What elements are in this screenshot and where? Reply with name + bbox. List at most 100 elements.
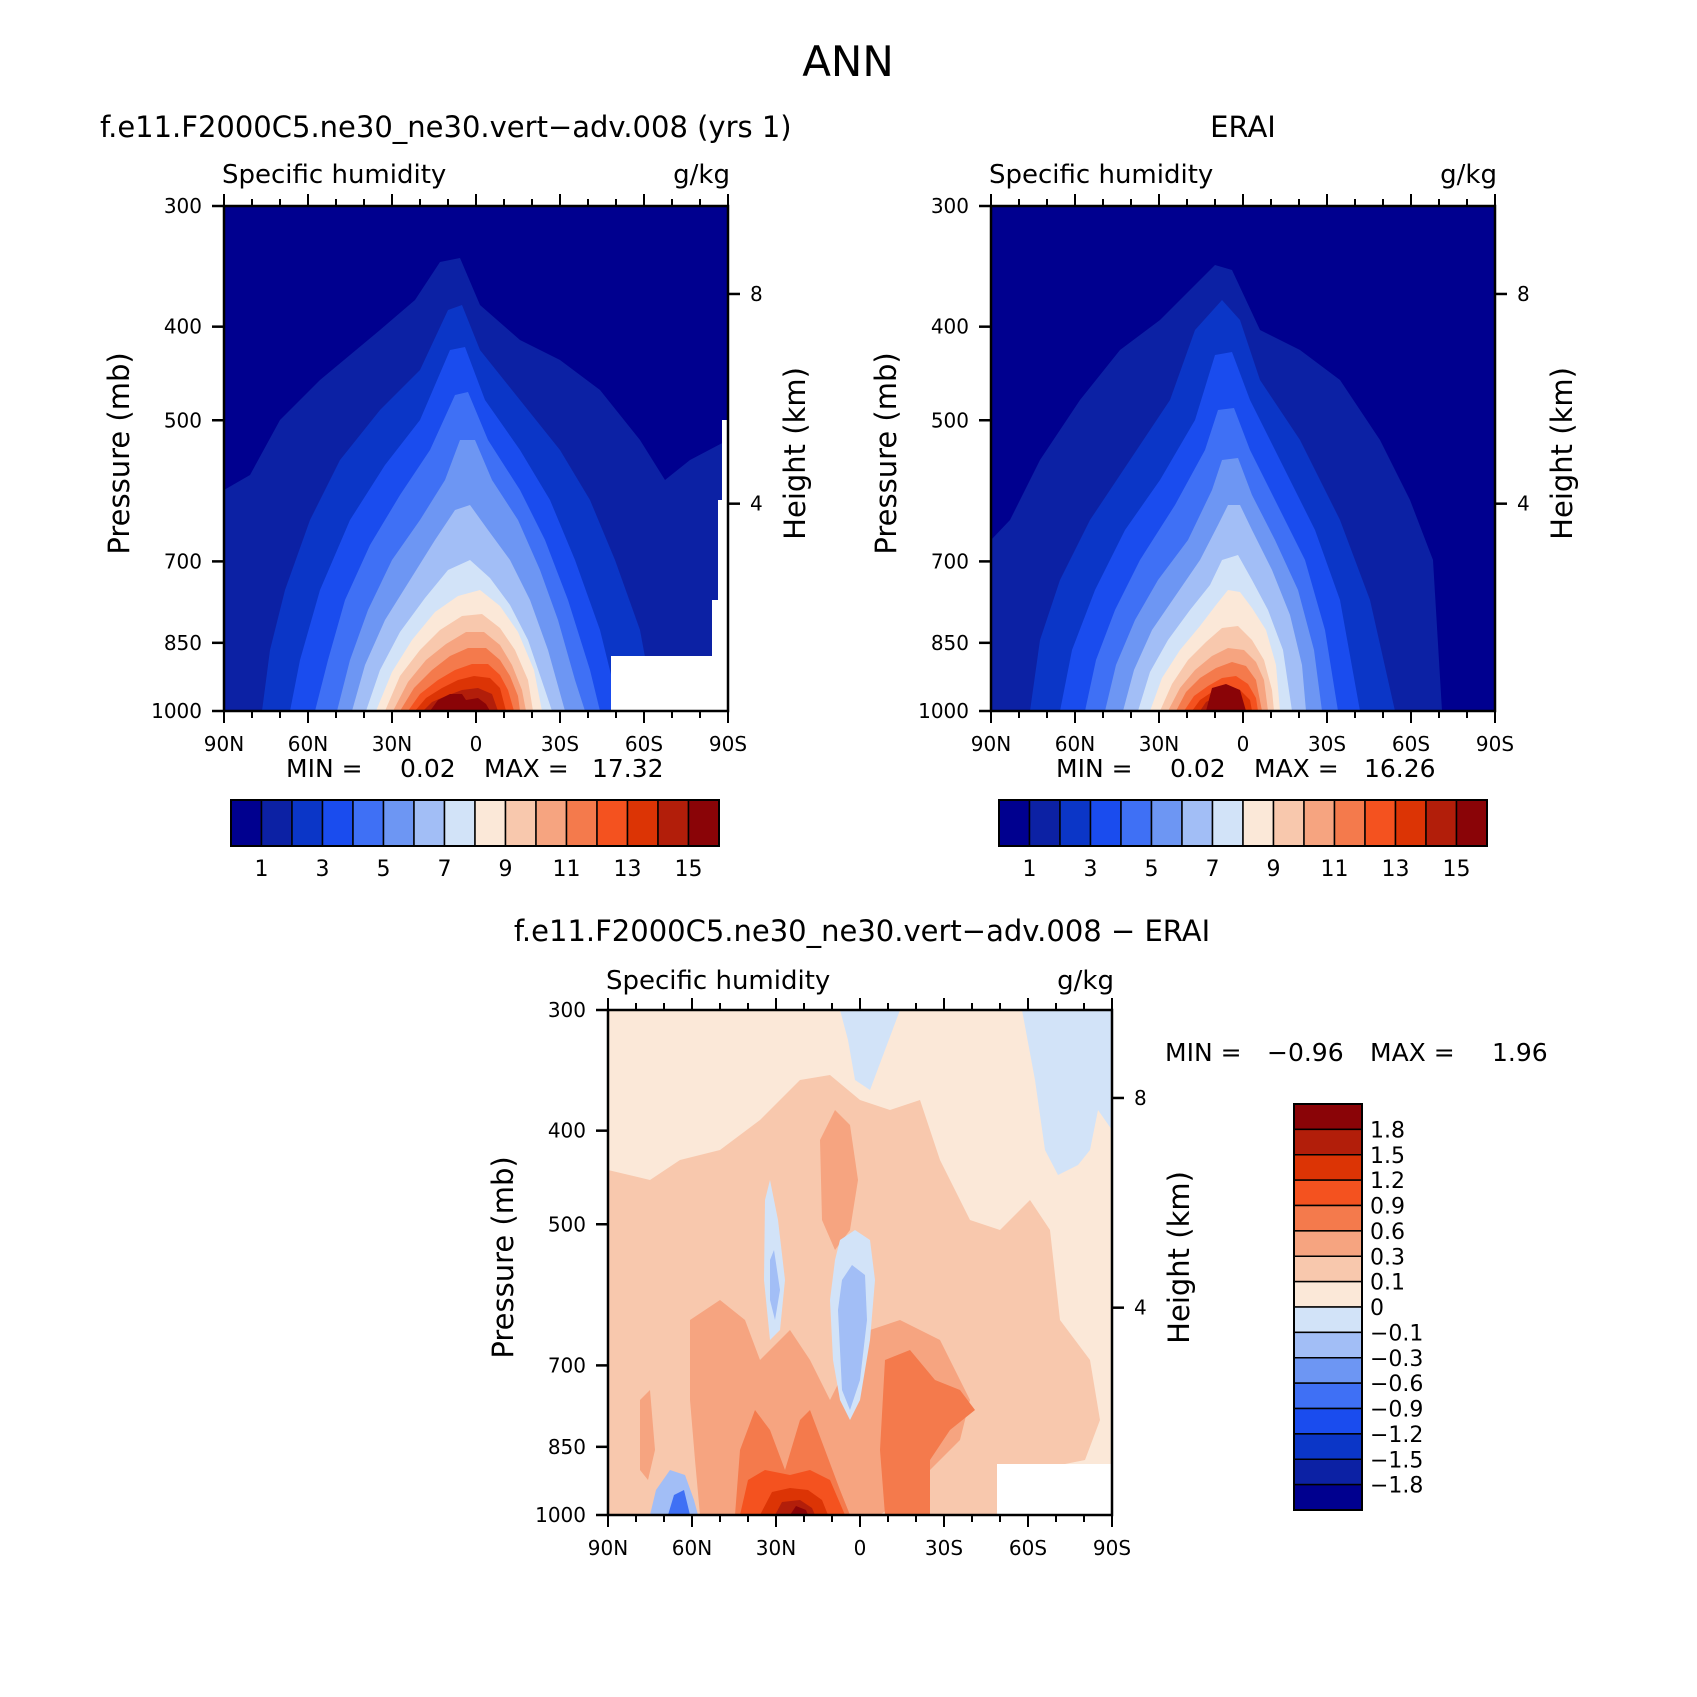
colorbar-swatch [1293,1230,1363,1257]
contour-negative [838,1265,867,1410]
max-label: MAX = [1254,754,1339,783]
colorbar: 1.81.51.20.90.60.30.10−0.1−0.3−0.6−0.9−1… [1293,1103,1423,1511]
y2-axis-title: Height (km) [1162,1171,1196,1344]
colorbar: 1 3 5 7 9 11 13 15 [998,799,1488,882]
colorbar-swatch [291,799,324,847]
colorbar-label: 9 [499,857,513,882]
colorbar-label: 15 [675,857,703,882]
y2-tick-label: 8 [1517,282,1530,306]
colorbar-swatch [1211,799,1244,847]
colorbar-label: 3 [1084,857,1098,882]
colorbar-swatch [260,799,293,847]
y2-tick-label: 4 [750,492,763,516]
contour-plot [991,206,1495,711]
x-tick-label: 30N [756,1536,796,1560]
colorbar-swatch [565,799,598,847]
colorbar-swatch [1293,1458,1363,1486]
colorbar-swatch [474,799,507,847]
colorbar-label: 15 [1443,857,1471,882]
colorbar-label: 7 [438,857,452,882]
colorbar-swatch [1394,799,1427,847]
colorbar-frame [1293,1103,1363,1511]
min-value: 0.02 [1170,754,1226,783]
colorbar-swatch [1303,799,1336,847]
contour-level-0.6-0.9 [880,1350,975,1515]
contour-negative [770,1250,780,1320]
colorbar-label: −1.8 [1370,1474,1423,1499]
colorbar-swatch [1059,799,1092,847]
colorbar-label: 5 [377,857,391,882]
colorbar-label: −1.5 [1370,1448,1423,1473]
panel-title: f.e11.F2000C5.ne30_ne30.vert−adv.008 (yr… [100,110,792,144]
colorbar-swatch [443,799,476,847]
stats-line: MIN = 0.02 MAX = 16.26 [1056,754,1436,783]
x-tick-label: 60N [672,1536,712,1560]
colorbar-label: 0.9 [1370,1195,1405,1220]
variable-label: Specific humidity [606,966,830,996]
max-value: 16.26 [1364,754,1436,783]
colorbar-label: 5 [1145,857,1159,882]
y-tick-label: 500 [164,408,202,432]
y-tick-label: 850 [548,1435,586,1459]
colorbar-label: 11 [553,857,581,882]
units-label: g/kg [673,160,730,190]
axes: 300 400 500 700 850 1000 8 4 90N 60N 30N 0 30S 60S 90S… [869,194,1579,756]
colorbar-swatch [1293,1204,1363,1232]
y-tick-label: 700 [548,1353,586,1377]
y-tick-label: 1000 [535,1503,586,1527]
colorbar-label: −0.9 [1370,1398,1423,1423]
colorbar-swatch [1455,799,1488,847]
y2-tick-label: 8 [1134,1086,1147,1110]
contour-negative [668,1490,690,1515]
colorbar: 1 3 5 7 9 11 13 15 [230,799,720,882]
colorbar-swatch [1425,799,1458,847]
colorbar-swatch [626,799,659,847]
y-tick-label: 400 [548,1119,586,1143]
x-tick-label: 60S [1009,1536,1047,1560]
colorbar-label: 1.5 [1370,1144,1405,1169]
y-tick-label: 700 [931,549,969,573]
colorbar-swatch [382,799,415,847]
min-label: MIN = [286,754,363,783]
colorbar-swatch [1293,1154,1363,1181]
y-tick-label: 850 [164,631,202,655]
y-tick-label: 700 [164,549,202,573]
x-tick-label: 60N [288,732,328,756]
y2-tick-label: 4 [1517,492,1530,516]
colorbar-label: 7 [1206,857,1220,882]
x-tick-label: 30N [372,732,412,756]
y-tick-label: 850 [931,631,969,655]
contour-plot [224,206,728,711]
y2-tick-label: 4 [1134,1296,1147,1320]
x-tick-label: 60N [1055,732,1095,756]
colorbar-swatch [1293,1407,1363,1435]
axes: 300 400 500 700 850 1000 8 4 90N 60N 30N 0 30S 60S 90S… [102,194,812,756]
colorbar-frame [230,799,720,847]
colorbar-swatch [504,799,537,847]
colorbar-swatch [1120,799,1153,847]
x-tick-label: 30S [1308,732,1346,756]
max-value: 17.32 [592,754,664,783]
panel-obs: ERAI Specific humidity g/kg 300400500700… [869,110,1579,882]
colorbar-swatch [1242,799,1275,847]
contour-level-16 [1206,684,1246,711]
y2-axis-title: Height (km) [1545,367,1579,540]
colorbar-swatch [1028,799,1061,847]
units-label: g/kg [1440,160,1497,190]
panel-difference: f.e11.F2000C5.ne30_ne30.vert−adv.008 − E… [486,914,1548,1560]
y-tick-label: 400 [164,315,202,339]
colorbar-swatch [1293,1357,1363,1384]
colorbar-swatch [1293,1255,1363,1283]
max-value: 1.96 [1492,1038,1548,1067]
colorbar-label: 13 [1382,857,1410,882]
y-axis-title: Pressure (mb) [869,352,903,554]
contour-level-above-1.8 [790,1506,808,1515]
max-label: MAX = [484,754,569,783]
colorbar-label: 1.8 [1370,1118,1405,1143]
colorbar-swatch [1181,799,1214,847]
x-tick-label: 0 [470,732,483,756]
stats-line: MIN = −0.96 MAX = 1.96 [1165,1038,1548,1067]
colorbar-label: 1 [255,857,269,882]
x-tick-label: 30S [541,732,579,756]
